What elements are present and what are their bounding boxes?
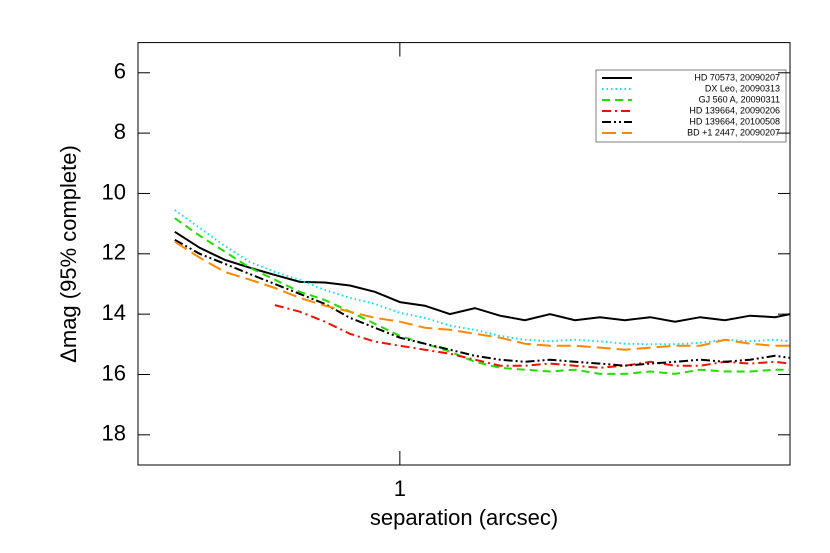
series-line — [174, 217, 790, 375]
y-tick-label: 10 — [102, 179, 126, 204]
legend-label: HD 139664, 20100508 — [689, 116, 780, 126]
series-line — [274, 304, 791, 369]
legend-label: HD 70573, 20090207 — [694, 72, 780, 82]
y-tick-label: 6 — [114, 59, 126, 84]
y-axis-label: Δmag (95% complete) — [56, 145, 81, 363]
series-line — [174, 230, 791, 323]
legend-label: BD +1 2447, 20090207 — [687, 127, 780, 137]
legend-box — [595, 69, 787, 143]
y-tick-label: 16 — [102, 360, 126, 385]
series-line — [174, 240, 790, 351]
legend-label: HD 139664, 20090206 — [689, 105, 780, 115]
legend-label: DX Leo, 20090313 — [705, 83, 780, 93]
x-tick-label: 1 — [394, 476, 406, 501]
legend-label: GJ 560 A, 20090311 — [699, 94, 780, 104]
y-tick-label: 14 — [102, 300, 126, 325]
y-tick-label: 8 — [114, 119, 126, 144]
y-tick-label: 18 — [102, 421, 126, 446]
series-line — [174, 239, 791, 367]
x-axis-label: separation (arcsec) — [370, 505, 558, 530]
y-tick-label: 12 — [102, 240, 126, 265]
series-line — [174, 209, 791, 346]
